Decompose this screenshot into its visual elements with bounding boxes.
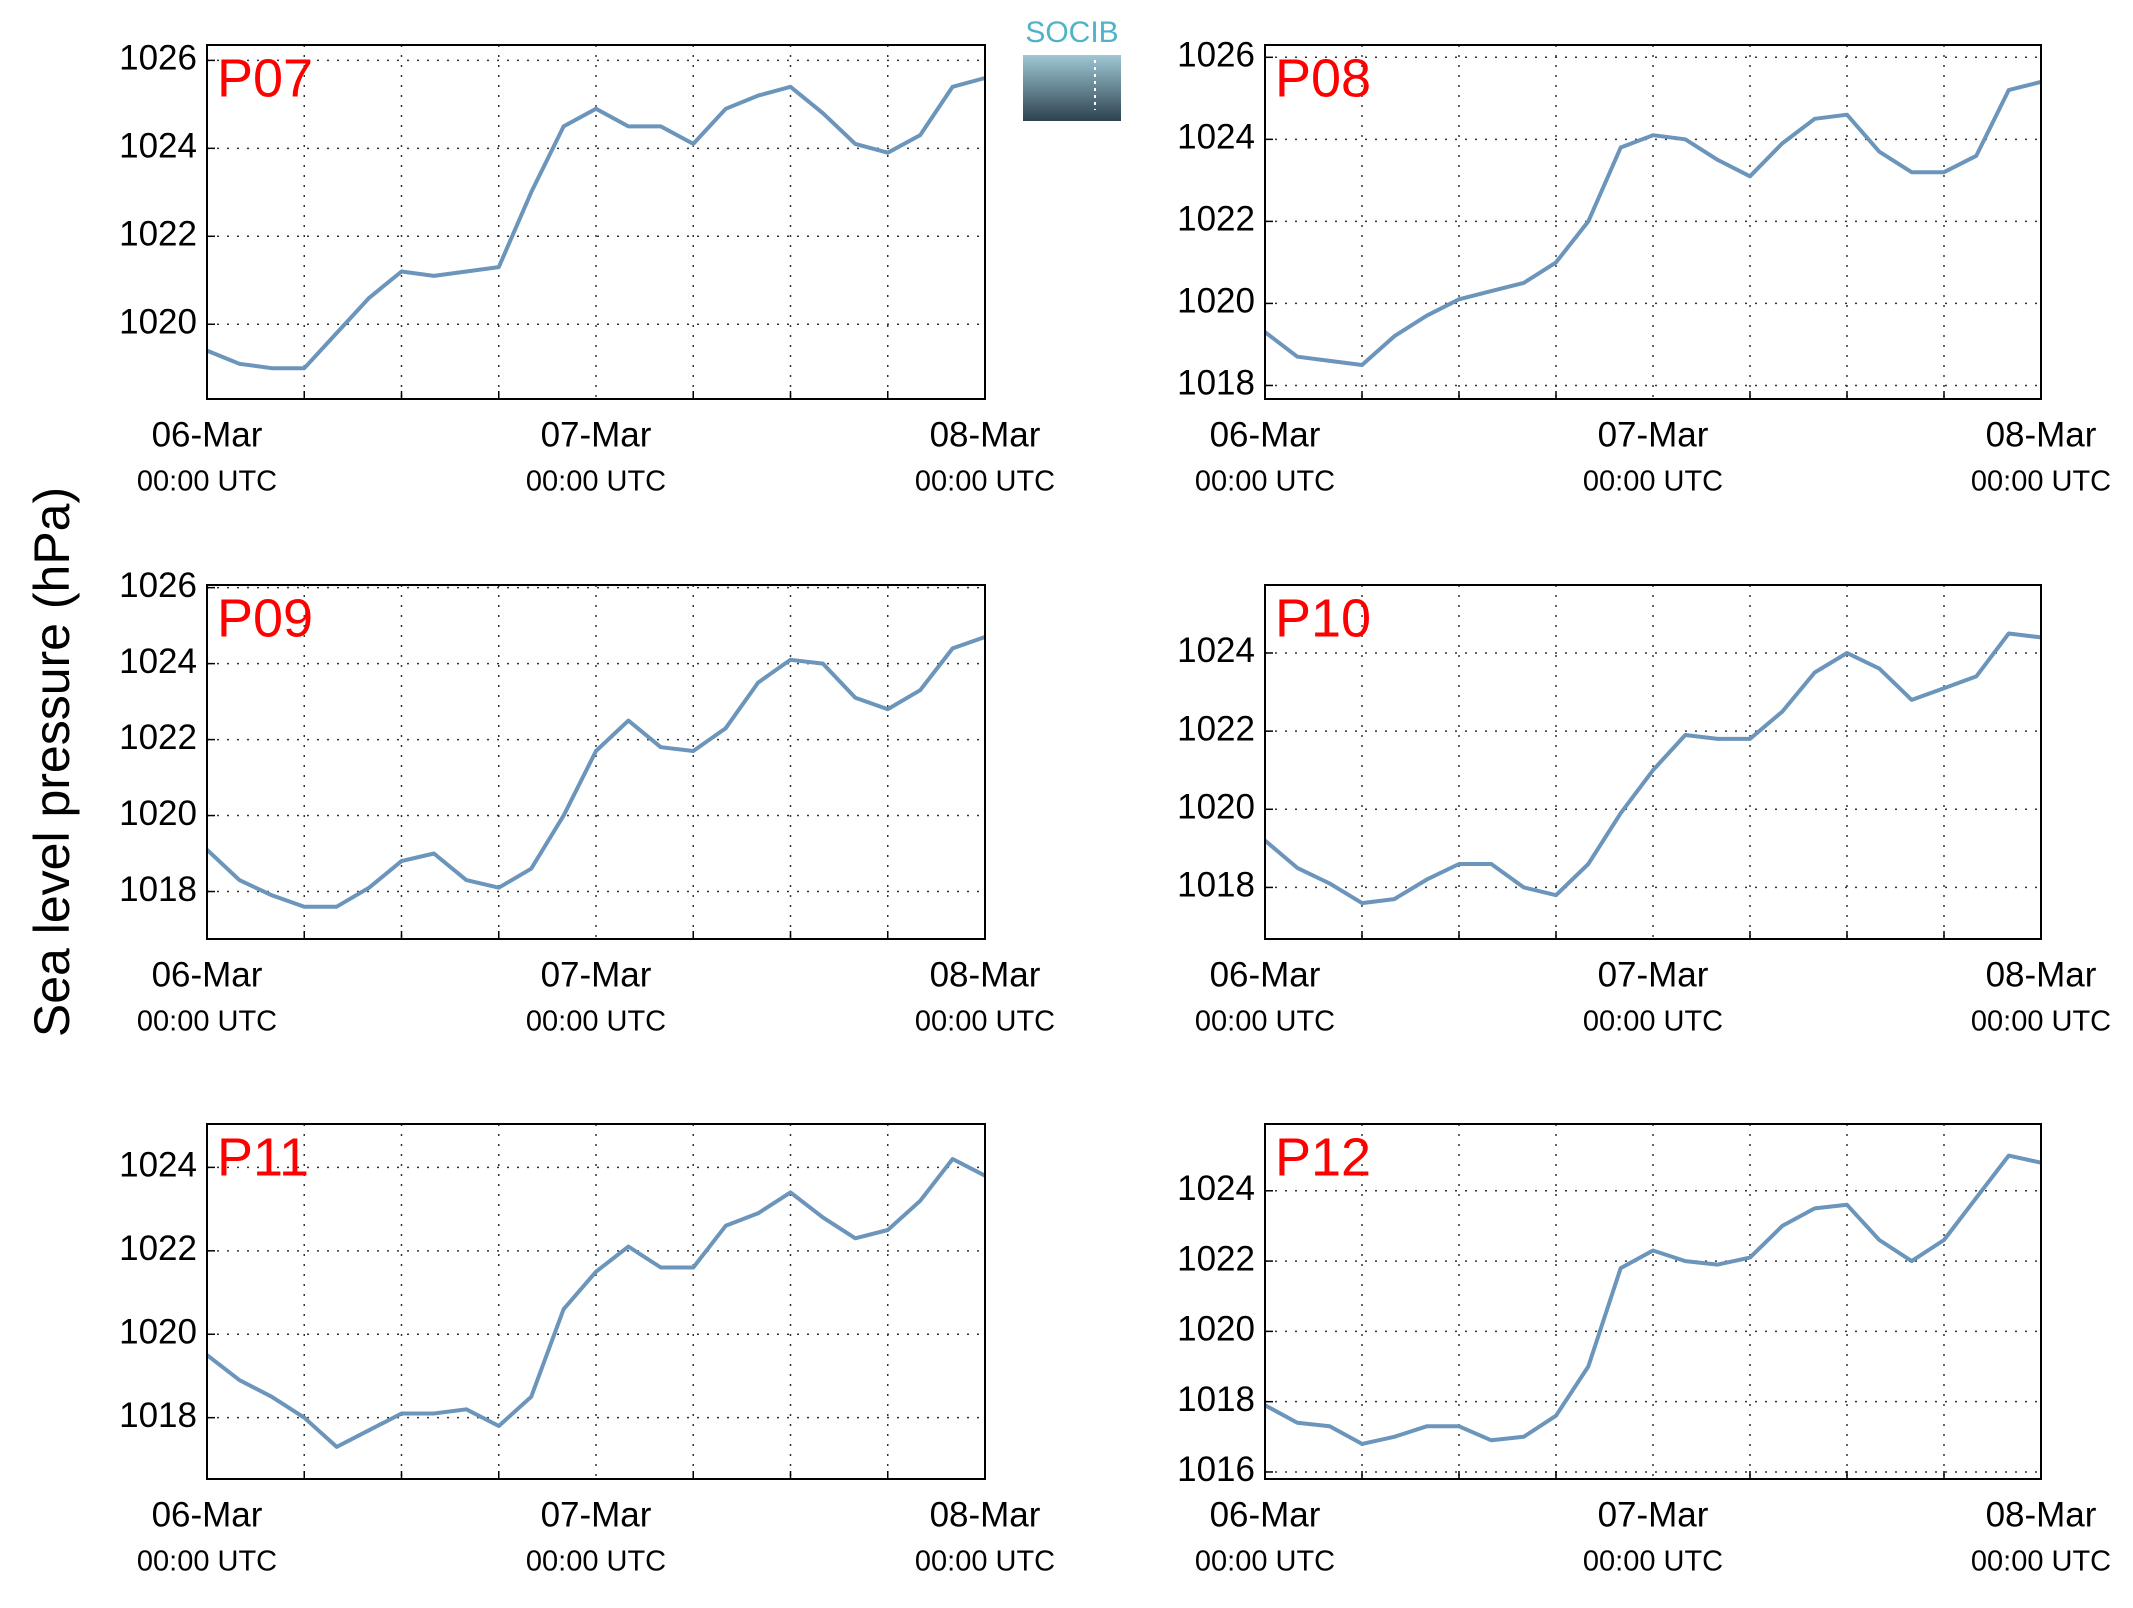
y-tick-label: 1024 xyxy=(119,1146,197,1185)
data-line xyxy=(205,1157,986,1449)
y-tick-label: 1024 xyxy=(1177,631,1255,670)
data-line xyxy=(206,76,986,371)
y-tick-label: 1016 xyxy=(1177,1450,1255,1489)
x-tick-sublabel: 00:00 UTC xyxy=(915,466,1055,498)
x-tick-sublabel: 00:00 UTC xyxy=(137,466,277,498)
x-tick-sublabel: 00:00 UTC xyxy=(915,1006,1055,1038)
x-tick-sublabel: 00:00 UTC xyxy=(1971,1006,2111,1038)
x-tick-label: 08-Mar xyxy=(930,415,1041,454)
data-line xyxy=(205,635,986,909)
y-tick-label: 1020 xyxy=(119,794,197,833)
y-tick-label: 1022 xyxy=(119,1229,197,1268)
y-tick-label: 1024 xyxy=(119,642,197,681)
x-tick-label: 06-Mar xyxy=(1210,955,1321,994)
y-tick-label: 1024 xyxy=(1177,1169,1255,1208)
y-tick-label: 1020 xyxy=(119,1312,197,1351)
y-tick-label: 1026 xyxy=(1177,36,1255,75)
x-tick-sublabel: 00:00 UTC xyxy=(1583,1006,1723,1038)
x-tick-label: 06-Mar xyxy=(1210,1495,1321,1534)
y-axis-title: Sea level pressure (hPa) xyxy=(24,487,80,1037)
panel-title: P08 xyxy=(1275,48,1371,108)
panel-title: P07 xyxy=(217,48,313,108)
y-tick-label: 1018 xyxy=(1177,1380,1255,1419)
x-tick-label: 08-Mar xyxy=(1986,955,2097,994)
plot-frame xyxy=(206,44,986,400)
x-tick-label: 08-Mar xyxy=(1986,1495,2097,1534)
x-tick-label: 06-Mar xyxy=(152,415,263,454)
panel-title: P10 xyxy=(1275,588,1371,648)
y-tick-label: 1018 xyxy=(1177,364,1255,403)
x-tick-label: 07-Mar xyxy=(1598,955,1709,994)
x-tick-sublabel: 00:00 UTC xyxy=(1195,1006,1335,1038)
x-tick-label: 07-Mar xyxy=(541,955,652,994)
x-tick-label: 08-Mar xyxy=(1986,415,2097,454)
x-tick-sublabel: 00:00 UTC xyxy=(915,1546,1055,1578)
y-tick-label: 1018 xyxy=(119,1396,197,1435)
panel-title: P11 xyxy=(217,1127,309,1187)
plot-frame xyxy=(1264,584,2042,940)
x-tick-sublabel: 00:00 UTC xyxy=(1583,1546,1723,1578)
x-tick-sublabel: 00:00 UTC xyxy=(137,1006,277,1038)
x-tick-label: 08-Mar xyxy=(930,1495,1041,1534)
x-tick-label: 06-Mar xyxy=(1210,415,1321,454)
y-tick-label: 1022 xyxy=(1177,709,1255,748)
data-line xyxy=(1263,631,2042,906)
x-tick-sublabel: 00:00 UTC xyxy=(137,1546,277,1578)
x-tick-sublabel: 00:00 UTC xyxy=(1583,466,1723,498)
panel-title: P12 xyxy=(1275,1127,1371,1187)
y-tick-label: 1020 xyxy=(1177,788,1255,827)
y-tick-label: 1022 xyxy=(1177,1239,1255,1278)
y-tick-label: 1018 xyxy=(1177,866,1255,905)
y-tick-label: 1026 xyxy=(119,566,197,605)
x-tick-label: 07-Mar xyxy=(1598,1495,1709,1534)
x-tick-sublabel: 00:00 UTC xyxy=(526,466,666,498)
plot-frame xyxy=(1264,44,2042,400)
x-tick-label: 08-Mar xyxy=(930,955,1041,994)
plot-frame xyxy=(1264,1123,2042,1480)
y-tick-label: 1024 xyxy=(1177,118,1255,157)
y-tick-label: 1026 xyxy=(119,39,197,78)
data-line xyxy=(1264,1153,2042,1446)
y-tick-label: 1020 xyxy=(119,302,197,341)
logo-box xyxy=(1023,55,1121,121)
x-tick-sublabel: 00:00 UTC xyxy=(1195,466,1335,498)
x-tick-label: 06-Mar xyxy=(152,1495,263,1534)
x-tick-sublabel: 00:00 UTC xyxy=(1971,1546,2111,1578)
x-tick-label: 06-Mar xyxy=(152,955,263,994)
logo-text: SOCIB xyxy=(1025,16,1118,49)
x-tick-sublabel: 00:00 UTC xyxy=(1195,1546,1335,1578)
x-tick-label: 07-Mar xyxy=(541,1495,652,1534)
panel-title: P09 xyxy=(217,588,313,648)
plot-frame xyxy=(206,1123,986,1480)
x-tick-label: 07-Mar xyxy=(1598,415,1709,454)
x-tick-label: 07-Mar xyxy=(541,415,652,454)
y-tick-label: 1022 xyxy=(119,718,197,757)
x-tick-sublabel: 00:00 UTC xyxy=(526,1546,666,1578)
y-tick-label: 1018 xyxy=(119,870,197,909)
x-tick-sublabel: 00:00 UTC xyxy=(526,1006,666,1038)
y-tick-label: 1020 xyxy=(1177,282,1255,321)
y-tick-label: 1022 xyxy=(1177,200,1255,239)
data-line xyxy=(1263,79,2042,367)
x-tick-sublabel: 00:00 UTC xyxy=(1971,466,2111,498)
y-tick-label: 1022 xyxy=(119,215,197,254)
y-tick-label: 1020 xyxy=(1177,1310,1255,1349)
plot-frame xyxy=(206,584,986,940)
y-tick-label: 1024 xyxy=(119,127,197,166)
